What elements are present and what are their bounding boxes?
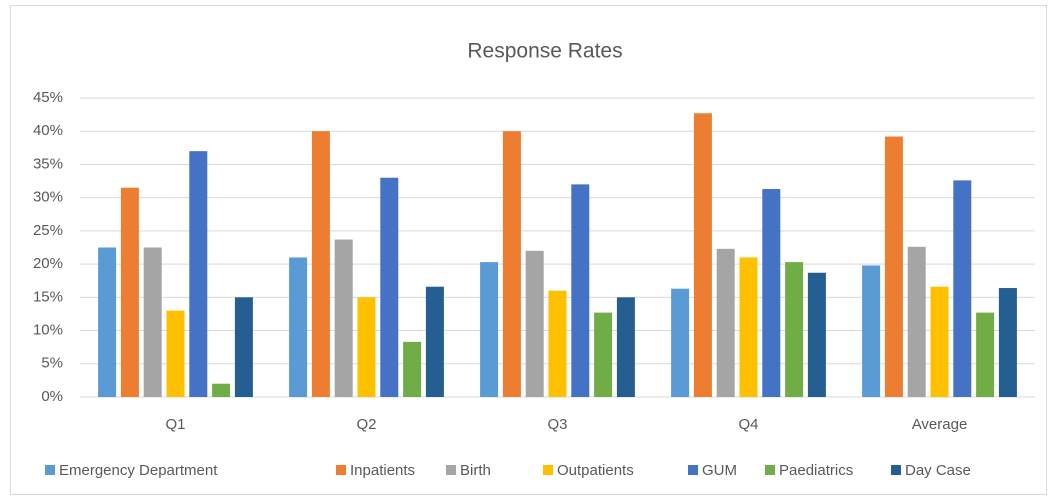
- chart-border: [10, 5, 1047, 495]
- bar: [548, 290, 567, 397]
- bar: [189, 151, 208, 397]
- y-tick-label: 0%: [41, 388, 63, 405]
- bar: [166, 310, 185, 397]
- bar: [525, 250, 544, 397]
- bar: [289, 257, 308, 397]
- bar: [502, 131, 521, 397]
- bar: [357, 297, 376, 397]
- y-tick-label: 35%: [33, 155, 63, 172]
- bar: [403, 341, 422, 397]
- y-tick-label: 45%: [33, 89, 63, 106]
- bar: [594, 312, 613, 397]
- bar: [120, 187, 139, 397]
- bar: [716, 248, 735, 397]
- legend-label: Day Case: [905, 462, 971, 479]
- legend-label: Outpatients: [557, 462, 634, 479]
- x-tick-label: Q4: [738, 416, 758, 433]
- y-tick-label: 15%: [33, 288, 63, 305]
- legend-swatch: [336, 465, 346, 475]
- legend-swatch: [891, 465, 901, 475]
- chart-title: Response Rates: [467, 40, 622, 63]
- y-tick-label: 25%: [33, 222, 63, 239]
- legend-label: Inpatients: [350, 462, 415, 479]
- bar: [693, 113, 712, 397]
- legend-swatch: [688, 465, 698, 475]
- bar: [807, 272, 826, 397]
- bar: [884, 136, 903, 397]
- bar: [998, 288, 1017, 397]
- bar: [380, 177, 399, 397]
- bar: [571, 184, 590, 397]
- y-tick-label: 20%: [33, 255, 63, 272]
- bar: [671, 288, 690, 397]
- bar: [762, 189, 781, 397]
- bar: [953, 180, 972, 397]
- legend-label: GUM: [702, 462, 737, 479]
- bar: [976, 312, 995, 397]
- bar: [311, 131, 330, 397]
- y-tick-label: 30%: [33, 189, 63, 206]
- bar: [480, 262, 499, 397]
- bar: [930, 286, 949, 397]
- bar: [785, 262, 804, 397]
- x-tick-label: Q1: [165, 416, 185, 433]
- bar: [212, 383, 231, 397]
- x-tick-label: Q3: [547, 416, 567, 433]
- legend-swatch: [45, 465, 55, 475]
- x-tick-label: Average: [912, 416, 968, 433]
- bar: [425, 286, 444, 397]
- legend-swatch: [765, 465, 775, 475]
- legend-label: Emergency Department: [59, 462, 218, 479]
- bar: [143, 247, 162, 397]
- y-tick-label: 10%: [33, 322, 63, 339]
- bar: [234, 297, 253, 397]
- bar: [616, 297, 635, 397]
- y-tick-label: 40%: [33, 122, 63, 139]
- x-tick-label: Q2: [356, 416, 376, 433]
- bar: [907, 246, 926, 397]
- bar: [334, 239, 353, 397]
- y-tick-label: 5%: [41, 355, 63, 372]
- legend-swatch: [446, 465, 456, 475]
- legend-swatch: [543, 465, 553, 475]
- bar: [98, 247, 117, 397]
- bar: [739, 257, 758, 397]
- legend-label: Paediatrics: [779, 462, 853, 479]
- legend-label: Birth: [460, 462, 491, 479]
- bar: [862, 265, 881, 397]
